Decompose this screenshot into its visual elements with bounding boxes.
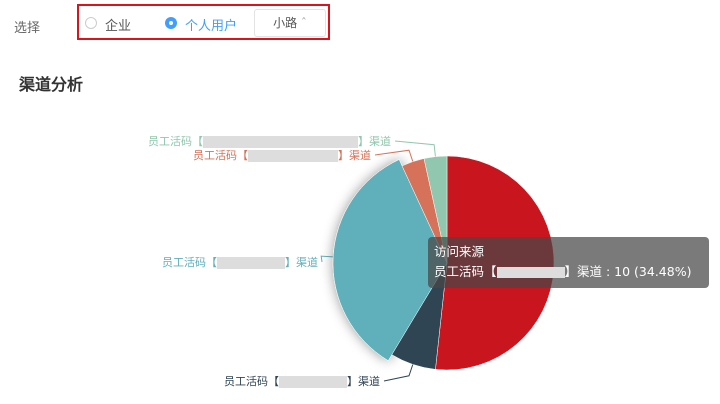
tooltip-suffix: 】渠道 : 10 (34.48%) <box>564 264 692 279</box>
chevron-up-icon: ˆ <box>300 16 307 30</box>
slice-label: 员工活码【 】渠道 <box>162 254 318 270</box>
slice-label: 员工活码【 】渠道 <box>224 373 380 389</box>
tooltip-title: 访问来源 <box>434 244 485 259</box>
slice-label-prefix: 员工活码【 <box>162 256 217 269</box>
pie-slice[interactable] <box>332 159 448 362</box>
label-leader-line <box>374 149 414 162</box>
radio-personal[interactable] <box>165 17 177 29</box>
radio-enterprise[interactable] <box>85 17 97 29</box>
radio-enterprise-label[interactable]: 企业 <box>105 19 132 34</box>
slice-label-prefix: 员工活码【 <box>148 135 203 148</box>
redacted-mask <box>217 257 285 269</box>
slice-label: 员工活码【 】渠道 <box>148 133 391 149</box>
slice-label-suffix: 】渠道 <box>347 375 380 388</box>
label-leader-line <box>383 364 414 382</box>
redacted-mask <box>496 267 565 278</box>
redacted-mask <box>203 136 358 148</box>
slice-label-prefix: 员工活码【 <box>193 149 248 162</box>
tooltip-prefix: 员工活码【 <box>434 264 497 279</box>
slice-label-suffix: 】渠道 <box>338 149 371 162</box>
slice-label-suffix: 】渠道 <box>285 256 318 269</box>
user-dropdown[interactable]: 小路 ˆ <box>254 9 326 37</box>
slice-label: 员工活码【 】渠道 <box>193 147 371 163</box>
filter-group: 企业 个人用户 小路 ˆ <box>77 4 330 40</box>
dropdown-value: 小路 <box>273 16 298 30</box>
pie-slice[interactable] <box>391 262 448 370</box>
section-title: 渠道分析 <box>19 75 84 94</box>
slice-label-suffix: 】渠道 <box>358 135 391 148</box>
slice-label-prefix: 员工活码【 <box>224 375 279 388</box>
redacted-mask <box>248 150 338 162</box>
radio-personal-label[interactable]: 个人用户 <box>185 19 238 34</box>
label-leader-line <box>320 255 334 263</box>
tooltip: 访问来源 员工活码【 】渠道 : 10 (34.48%) <box>428 237 709 288</box>
filter-label: 选择 <box>14 21 41 36</box>
label-leader-line <box>394 140 436 157</box>
redacted-mask <box>279 376 347 388</box>
pie-slice[interactable] <box>423 155 448 264</box>
